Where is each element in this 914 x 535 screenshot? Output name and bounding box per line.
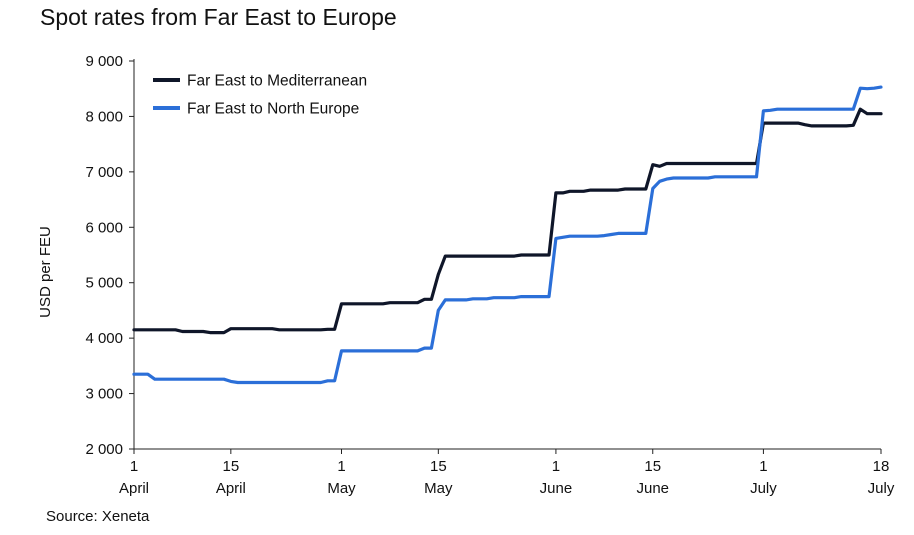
legend: Far East to Mediterranean Far East to Nor… — [153, 73, 367, 118]
y-tick-label: 7 000 — [85, 164, 123, 181]
x-tick-label-day: 15 — [222, 458, 239, 475]
y-tick-label: 2 000 — [85, 441, 123, 458]
x-tick-label-day: 1 — [337, 458, 345, 475]
x-tick-label-day: 1 — [130, 458, 138, 475]
series-line-north-europe — [132, 85, 883, 385]
y-tick-label: 6 000 — [85, 219, 123, 236]
x-axis: 1 April 15 April 1 May 15 May 1 June 15 June 1 July 18… — [119, 448, 895, 497]
legend-label: Far East to Mediterranean — [187, 73, 367, 90]
y-axis: 2 000 3 000 4 000 5 000 6 000 7 000 8 000 9 000 — [85, 53, 135, 458]
x-tick-label-month: May — [424, 480, 453, 497]
x-tick-label-month: July — [750, 480, 777, 497]
y-tick-label: 3 000 — [85, 386, 123, 403]
chart-title: Spot rates from Far East to Europe — [40, 4, 397, 30]
y-axis-title: USD per FEU — [37, 226, 54, 318]
y-tick-label: 8 000 — [85, 108, 123, 125]
x-tick-label-day: 1 — [552, 458, 560, 475]
legend-label: Far East to North Europe — [187, 101, 359, 118]
x-tick-label-month: June — [636, 480, 669, 497]
x-tick-label-month: April — [216, 480, 246, 497]
x-tick-label-month: April — [119, 480, 149, 497]
x-tick-label-month: June — [540, 480, 573, 497]
x-tick-label-day: 15 — [644, 458, 661, 475]
x-tick-label-day: 15 — [430, 458, 447, 475]
y-tick-label: 5 000 — [85, 275, 123, 292]
x-tick-label-month: May — [327, 480, 356, 497]
y-tick-label: 9 000 — [85, 53, 123, 70]
source-note: Source: Xeneta — [46, 508, 150, 525]
series-lines — [132, 85, 883, 385]
y-tick-label: 4 000 — [85, 330, 123, 347]
x-tick-label-day: 18 — [873, 458, 890, 475]
x-tick-label-month: July — [868, 480, 895, 497]
series-line-mediterranean — [132, 107, 883, 335]
x-tick-label-day: 1 — [759, 458, 767, 475]
